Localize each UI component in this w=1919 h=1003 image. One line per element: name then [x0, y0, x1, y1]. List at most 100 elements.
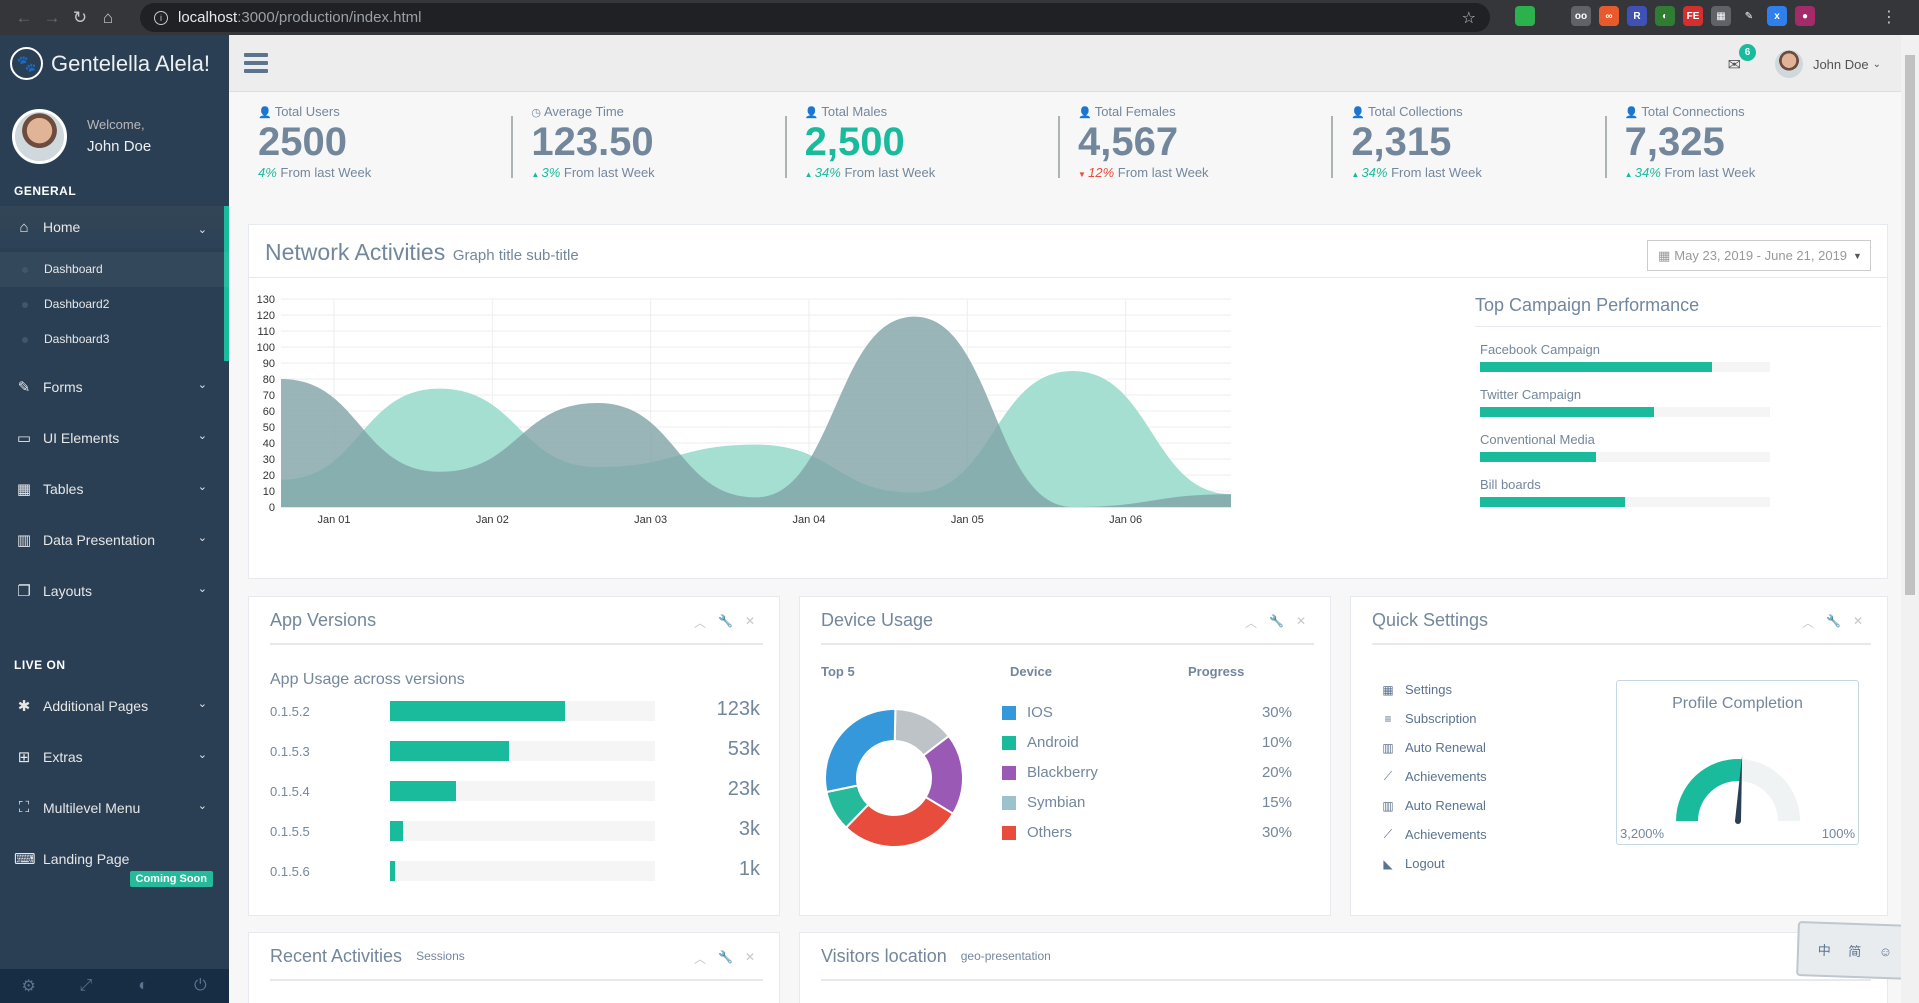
- wrench-icon[interactable]: 🔧: [717, 950, 733, 964]
- desktop-icon: ▭: [16, 429, 32, 447]
- device-name: Blackberry: [1027, 764, 1098, 781]
- tile-suffix: From last Week: [844, 165, 936, 180]
- panel-subtitle: geo-presentation: [960, 949, 1051, 963]
- calendar-icon: ▦: [1658, 247, 1671, 263]
- section-title-live-on: LIVE ON: [14, 658, 66, 672]
- quick-setting-link[interactable]: ≡ Subscription: [1381, 704, 1487, 733]
- quick-setting-link[interactable]: ◣ Logout: [1381, 849, 1487, 878]
- sidebar-subitem-dashboard[interactable]: Dashboard: [0, 252, 229, 287]
- legend-square-icon: [1002, 796, 1016, 810]
- sidebar-item-forms[interactable]: ✎ Forms ⌄: [0, 361, 229, 412]
- tile-count: 2,500: [804, 120, 905, 164]
- grid-icon[interactable]: ▦: [1711, 6, 1731, 26]
- sidebar-item-data-presentation[interactable]: ▥ Data Presentation ⌄: [0, 514, 229, 565]
- date-range-picker[interactable]: ▦ May 23, 2019 - June 21, 2019 ▼: [1647, 240, 1871, 271]
- tile-label: Total Collections: [1368, 104, 1463, 119]
- arrow-up-icon: ▲: [531, 170, 542, 179]
- brand[interactable]: 🐾 Gentelella Alela!: [0, 35, 229, 92]
- collapse-icon[interactable]: ︿: [693, 952, 706, 966]
- sidebar-subitem-dashboard2[interactable]: Dashboard2: [0, 287, 229, 322]
- r-icon[interactable]: R: [1627, 6, 1647, 26]
- fullscreen-icon[interactable]: ⤢: [79, 977, 93, 994]
- sidebar-item-extras[interactable]: ⊞ Extras ⌄: [0, 731, 229, 782]
- collapse-icon[interactable]: ︿: [1801, 616, 1814, 630]
- wrench-icon[interactable]: 🔧: [1825, 614, 1841, 628]
- clone-icon: ❐: [17, 582, 31, 600]
- menu-toggle-icon[interactable]: [244, 53, 268, 77]
- visitors-location-panel: Visitors location geo-presentation: [799, 932, 1888, 1003]
- infinity-icon[interactable]: ∞: [1599, 6, 1619, 26]
- device-percent: 20%: [1261, 764, 1292, 781]
- fe-icon[interactable]: FE: [1683, 6, 1703, 26]
- browser-menu-icon[interactable]: ⋮: [1881, 9, 1897, 26]
- calendar-icon: ▦: [1382, 682, 1394, 697]
- reload-icon[interactable]: ↻: [72, 7, 88, 27]
- translate-icon[interactable]: x: [1767, 6, 1787, 26]
- page-scrollbar[interactable]: [1901, 35, 1919, 1003]
- quick-setting-link[interactable]: ▥ Auto Renewal: [1381, 791, 1487, 820]
- shield-icon[interactable]: [1515, 6, 1535, 26]
- sidebar-item-home[interactable]: ⌂ Home ⌄: [0, 206, 229, 248]
- quick-setting-link[interactable]: ⟋ Achievements: [1381, 762, 1487, 791]
- forward-icon[interactable]: →: [43, 7, 61, 27]
- quick-setting-link[interactable]: ▥ Auto Renewal: [1381, 733, 1487, 762]
- collapse-icon[interactable]: ︿: [1244, 616, 1257, 630]
- user-dropdown[interactable]: John Doe ⌄: [1774, 50, 1881, 78]
- sidebar-subitem-dashboard3[interactable]: Dashboard3: [0, 322, 229, 357]
- y-tick-label: 0: [269, 502, 275, 514]
- campaign-item: Facebook Campaign: [1480, 342, 1881, 372]
- close-icon[interactable]: ✕: [1295, 614, 1306, 628]
- settings-icon[interactable]: ⚙: [21, 978, 36, 995]
- back-icon[interactable]: ←: [15, 7, 33, 27]
- collapse-icon[interactable]: ︿: [693, 616, 706, 630]
- table-icon: ▦: [16, 480, 32, 498]
- sidebar-item-additional-pages[interactable]: ✱ Additional Pages ⌄: [0, 680, 229, 731]
- wrench-icon[interactable]: 🔧: [1268, 614, 1284, 628]
- envelope-icon[interactable]: ✉: [1727, 57, 1741, 74]
- quick-setting-label: Auto Renewal: [1405, 798, 1486, 813]
- top-navbar: ✉ 6 John Doe ⌄: [229, 35, 1901, 92]
- gauge-max-label: 100%: [1821, 826, 1855, 841]
- power-icon[interactable]: ⏻: [194, 977, 207, 994]
- bookmark-star-icon[interactable]: ☆: [1461, 9, 1476, 27]
- close-icon[interactable]: ✕: [1852, 614, 1863, 628]
- home-icon[interactable]: ⌂: [102, 7, 114, 27]
- pen-icon[interactable]: ✎: [1739, 6, 1759, 26]
- address-bar[interactable]: i localhost:3000/production/index.html ☆: [140, 3, 1490, 32]
- quick-setting-link[interactable]: ⟋ Achievements: [1381, 820, 1487, 849]
- close-icon[interactable]: ✕: [744, 614, 755, 628]
- recycle-icon[interactable]: [1543, 6, 1563, 26]
- sidebar-item-layouts[interactable]: ❐ Layouts ⌄: [0, 565, 229, 616]
- ime-widget[interactable]: 中 简 ☺: [1796, 920, 1914, 981]
- tile-stat: 👤 Total Females 4,567 ▼ 12% From last Week: [1057, 100, 1341, 192]
- quick-setting-label: Achievements: [1405, 769, 1487, 784]
- quick-setting-link[interactable]: ▦ Settings: [1381, 675, 1487, 704]
- device-row: IOS 30%: [1002, 703, 1292, 723]
- campaign-label: Bill boards: [1480, 477, 1541, 492]
- arrow-down-icon: ▼: [1077, 170, 1089, 179]
- sidebar-item-tables[interactable]: ▦ Tables ⌄: [0, 463, 229, 514]
- panel-title: Device Usage: [821, 609, 934, 630]
- profile-gauge: [1676, 755, 1800, 824]
- glasses-icon[interactable]: oo: [1571, 6, 1591, 26]
- panel-title: App Versions: [270, 609, 377, 630]
- tile-label: Total Females: [1094, 104, 1176, 119]
- chevron-down-icon: ⌄: [197, 698, 207, 710]
- profile-name: John Doe: [87, 138, 152, 155]
- lock-icon[interactable]: ◐: [138, 977, 148, 994]
- ime-char: ☺: [1878, 943, 1893, 960]
- sidebar-item-landing-page[interactable]: ⌨ Landing Page Coming Soon: [0, 833, 229, 887]
- sidebar-item-multilevel-menu[interactable]: ⛶ Multilevel Menu ⌄: [0, 782, 229, 833]
- info-icon[interactable]: i: [154, 10, 168, 25]
- home-icon: ⌂: [19, 218, 29, 236]
- avatar-icon[interactable]: ●: [1795, 6, 1815, 26]
- device-percent: 15%: [1261, 794, 1292, 811]
- wrench-icon[interactable]: 🔧: [717, 614, 733, 628]
- sidebar-item-ui-elements[interactable]: ▭ UI Elements ⌄: [0, 412, 229, 463]
- y-tick-label: 110: [257, 326, 275, 338]
- color-wheel-icon[interactable]: ◐: [1655, 6, 1675, 26]
- version-row: 0.1.5.2 123k: [270, 698, 760, 723]
- profile: Welcome, John Doe: [0, 92, 229, 180]
- close-icon[interactable]: ✕: [744, 950, 755, 964]
- device-row: Symbian 15%: [1002, 793, 1292, 813]
